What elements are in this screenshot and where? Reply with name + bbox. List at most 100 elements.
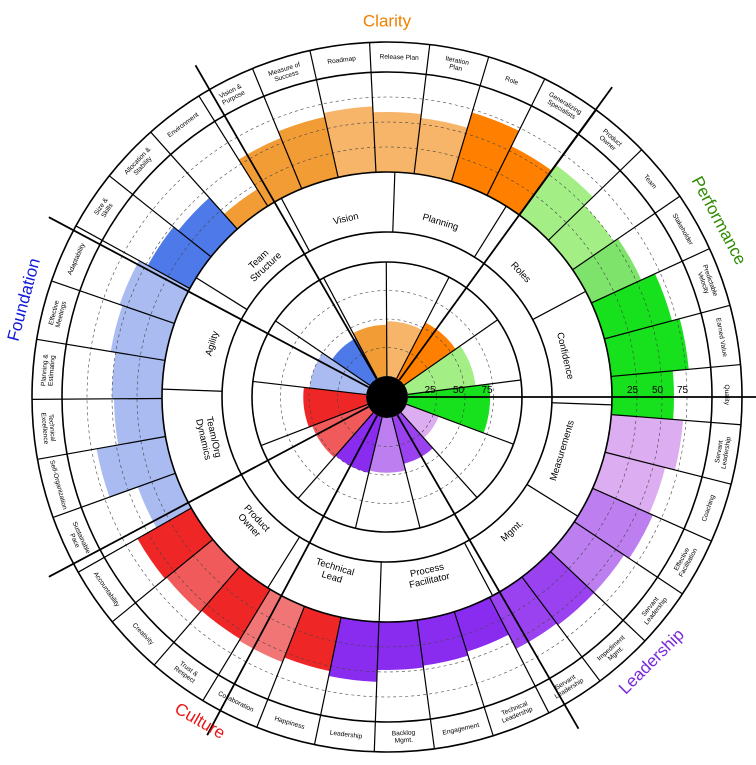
outer-segment-label: Allocation &Stability [123,146,158,181]
middle-segment-label: ProcessFacilitator [406,560,451,590]
outer-segment-fill [166,539,240,613]
scale-ticks: 25 25 50 50 75 75 [425,385,689,396]
middle-segment-label: Planning [421,211,460,232]
outer-segment-label: Size &Skills [93,196,116,220]
middle-divider [526,483,579,517]
outer-divider [489,596,550,714]
middle-segment-label: Confidence [555,331,577,380]
section-boundary [206,415,378,736]
middle-segment-label: Measurements [548,419,577,483]
outer-segment-label: ImpedimentMgmt. [596,634,631,668]
inner-divider [406,403,514,445]
outer-divider [547,149,643,241]
inner-divider [260,403,368,447]
inner-divider [391,417,421,529]
outer-segment-fill [223,189,268,230]
outer-segment-fill [417,611,469,666]
outer-divider [77,507,192,573]
outer-segment-fill [137,508,213,579]
section-boundary [194,64,378,380]
outer-segment-fill [110,305,175,361]
outer-segment-label: Release Plan [379,53,419,61]
inner-segment-fill [312,404,374,458]
outer-divider [413,44,431,174]
outer-divider [611,414,741,426]
outer-segment-label: Adaptability [66,241,87,276]
inner-scale-tick: 75 [482,385,494,396]
outer-divider [150,131,238,230]
outer-segment-label: Stakeholder [671,212,695,247]
outer-segment-fill [328,617,379,682]
outer-segment-fill [451,112,519,196]
middle-divider [267,536,301,589]
middle-segment-label: Roles [509,260,534,285]
outer-segment-fill [519,165,593,241]
inner-segment-fill [396,322,456,385]
outer-segment-label: Self-Organization [48,459,68,510]
middle-divider [392,172,396,233]
section-boundary [396,414,580,730]
outer-divider [52,472,176,519]
outer-divider [36,338,166,362]
inner-segment-fill [404,345,476,395]
outer-segment-fill [550,521,625,593]
outer-divider [592,487,712,542]
inner-divider [354,417,383,529]
outer-segment-label: Role [504,75,519,87]
outer-divider [309,50,339,178]
outer-segment-fill [574,488,653,559]
outer-divider [251,68,303,190]
outer-segment-fill [548,205,614,270]
outer-segment-fill [373,112,422,174]
middle-segment-label: Mgmt. [498,518,525,544]
outer-scale-tick: 50 [652,385,664,396]
outer-segment-label: Leadership [329,729,363,740]
outer-divider [198,95,269,207]
outer-segment-label: Earned Value [715,317,729,357]
outer-segment-label: Creativity [131,622,156,647]
outer-segment-fill [112,352,165,399]
outer-segment-label: Collaboration [217,690,255,714]
outer-divider [153,566,240,666]
inner-segment-fill [303,387,368,428]
outer-segment-label: Happiness [274,715,307,731]
outer-divider [453,611,494,736]
inner-divider [323,277,378,379]
section-title: Culture [172,699,229,743]
outer-segment-fill [119,260,190,324]
inner-divider [407,379,522,395]
outer-segment-fill [611,370,674,420]
outer-divider [604,451,732,485]
outer-divider [604,304,731,340]
outer-scale-tick: 75 [677,385,689,396]
outer-scale-tick: 25 [627,385,639,396]
hub-dot [366,376,408,418]
inner-divider [400,412,478,498]
outer-segment-fill [323,106,376,178]
outer-divider [450,56,490,182]
inner-segment-fill [353,324,387,379]
outer-segment-label: Roadmap [327,55,357,66]
outer-divider [416,619,436,749]
outer-segment-fill [604,318,689,377]
middle-divider [473,205,507,258]
outer-segment-fill [137,473,192,528]
outer-segment-fill [201,566,271,639]
outer-divider [368,42,377,173]
outer-segment-fill [377,619,424,670]
outer-segment-fill [489,577,557,649]
outer-segment-label: IterationPlan [443,55,470,74]
inner-segment-fill [369,417,406,473]
middle-segment-label: TeamStructure [241,242,284,284]
inner-segment-fill [331,338,378,386]
outer-segment-fill [521,551,595,626]
outer-divider [37,435,166,460]
outer-segment-fill [114,398,166,445]
middle-divider [551,402,612,406]
outer-divider [373,621,380,752]
outer-segment-fill [605,414,684,470]
outer-divider [111,539,214,623]
section-boundary [48,406,369,578]
inner-segment-fill [386,321,422,379]
outer-divider [256,606,306,728]
